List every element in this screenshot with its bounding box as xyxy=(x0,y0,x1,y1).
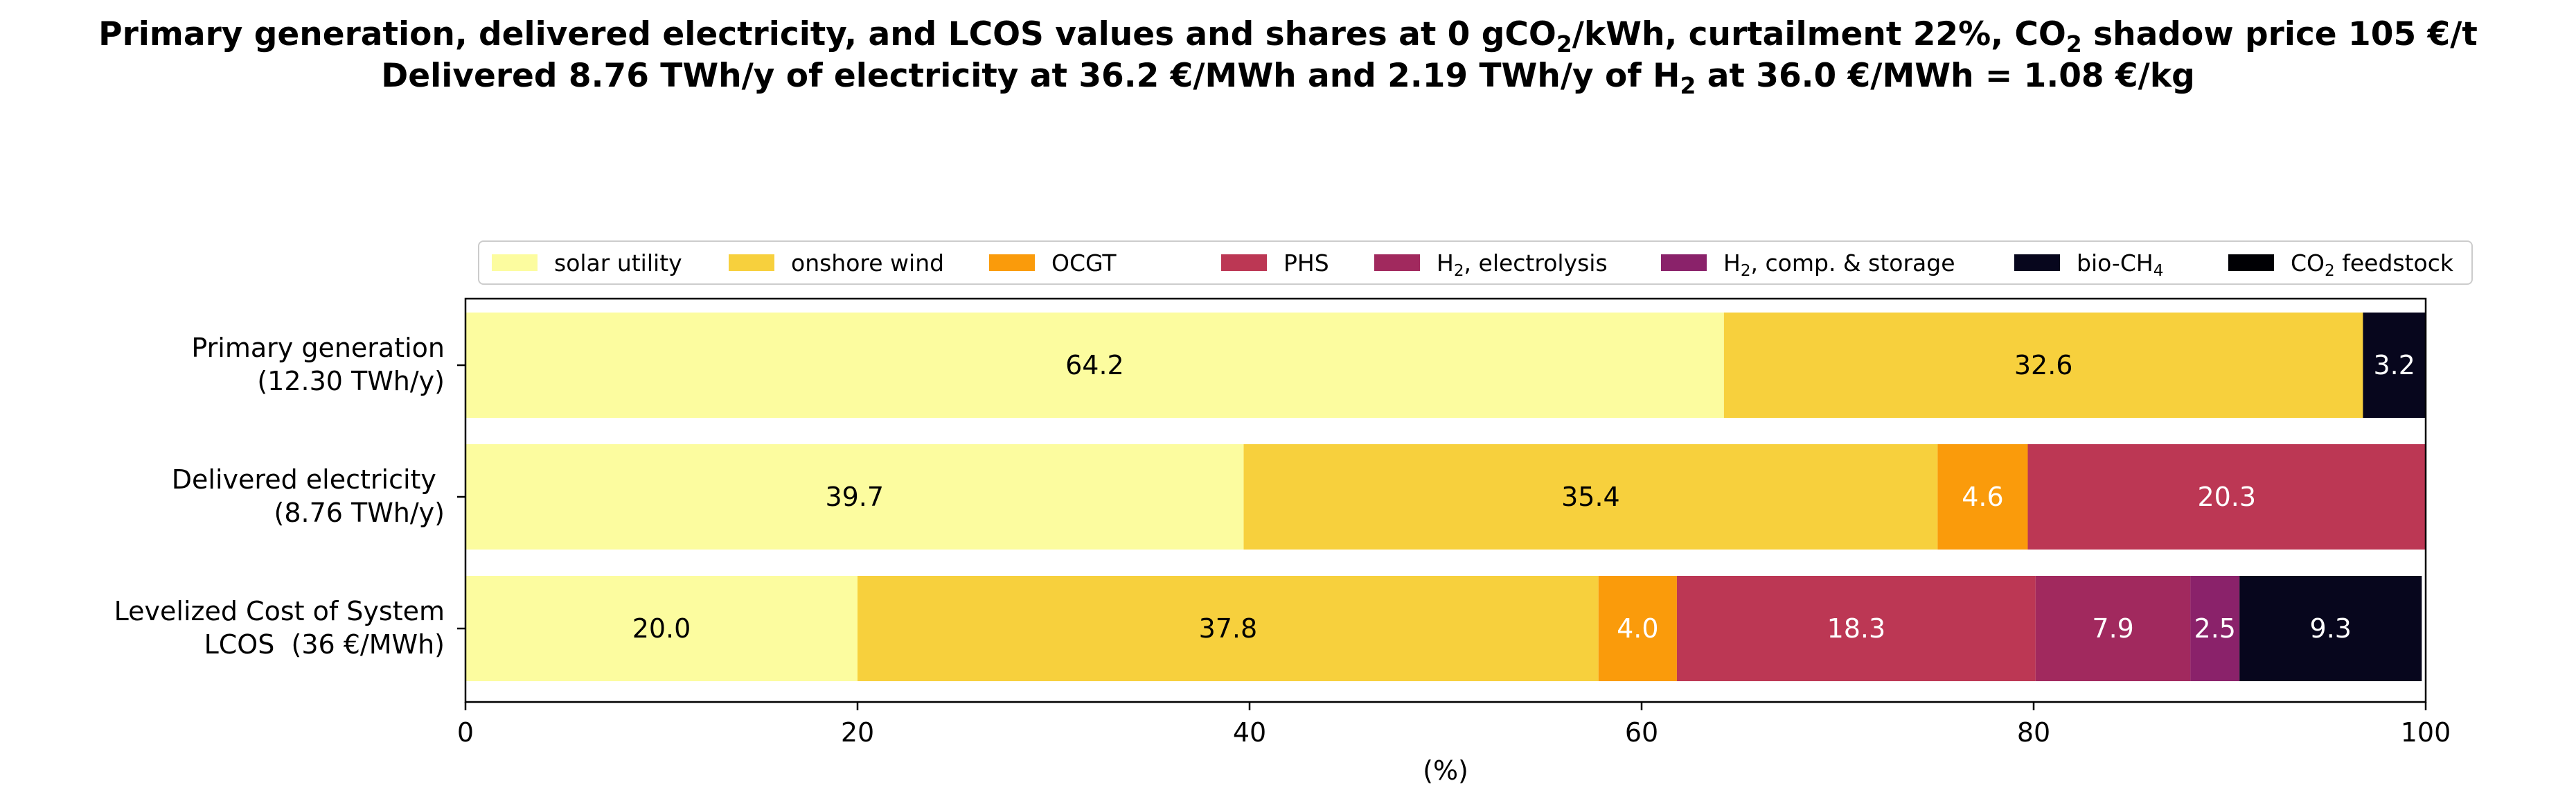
chart-title-line2: Delivered 8.76 TWh/y of electricity at 3… xyxy=(381,57,2195,99)
bar-value-label: 4.0 xyxy=(1617,613,1658,644)
x-tick-label: 60 xyxy=(1624,717,1659,748)
category-label: Delivered electricity (8.76 TWh/y) xyxy=(171,464,445,528)
bar-value-label: 4.6 xyxy=(1962,482,2003,512)
legend-entry: CO2 feedstock xyxy=(2228,242,2453,283)
legend-label: bio-CH4 xyxy=(2077,249,2164,280)
bar-segment xyxy=(2190,576,2240,681)
x-tick-label: 20 xyxy=(840,717,875,748)
bar-segment xyxy=(1937,444,2028,550)
plot-frame xyxy=(464,297,2427,703)
legend-swatch xyxy=(1374,254,1420,271)
bar-value-label: 20.0 xyxy=(632,613,691,644)
bar-segment xyxy=(465,313,1724,418)
legend-swatch xyxy=(2014,254,2060,271)
bar-segment xyxy=(2027,444,2426,550)
legend-label: H2, comp. & storage xyxy=(1723,249,1955,280)
legend-swatch xyxy=(492,254,538,271)
legend-entry: onshore wind xyxy=(729,242,944,283)
bar-value-label: 3.2 xyxy=(2374,350,2415,380)
legend-swatch xyxy=(989,254,1035,271)
legend-label: onshore wind xyxy=(791,249,945,276)
bar-value-label: 2.5 xyxy=(2194,613,2236,644)
bar-value-label: 39.7 xyxy=(825,482,884,512)
legend-label: H2, electrolysis xyxy=(1437,249,1608,280)
bar-segment xyxy=(1723,313,2363,418)
legend-entry: solar utility xyxy=(492,242,682,283)
legend-entry: bio-CH4 xyxy=(2014,242,2163,283)
x-tick-label: 0 xyxy=(456,717,474,748)
bar-value-label: 9.3 xyxy=(2310,613,2352,644)
bar-segment xyxy=(2239,576,2422,681)
bar-segment xyxy=(858,576,1599,681)
x-tick-label: 100 xyxy=(2400,717,2451,748)
category-label: Levelized Cost of System LCOS (36 €/MWh) xyxy=(114,596,445,660)
bar-value-label: 37.8 xyxy=(1199,613,1258,644)
legend-swatch xyxy=(1221,254,1267,271)
bar-segment xyxy=(465,444,1244,550)
legend-label: CO2 feedstock xyxy=(2291,249,2453,280)
legend-label: solar utility xyxy=(554,249,682,276)
chart-legend: solar utility onshore wind OCGT PHS H2, elec… xyxy=(478,240,2473,285)
bar-segment xyxy=(1598,576,1677,681)
legend-entry: H2, comp. & storage xyxy=(1661,242,1955,283)
x-tick-label: 40 xyxy=(1232,717,1267,748)
x-axis-label: (%) xyxy=(1423,755,1468,786)
category-label: Primary generation (12.30 TWh/y) xyxy=(191,333,445,396)
bar-value-label: 7.9 xyxy=(2092,613,2133,644)
bar-segment xyxy=(1243,444,1938,550)
bar-value-label: 32.6 xyxy=(2014,350,2073,380)
legend-swatch xyxy=(1661,254,1707,271)
x-tick-label: 80 xyxy=(2016,717,2051,748)
legend-swatch xyxy=(729,254,774,271)
bar-value-label: 18.3 xyxy=(1827,613,1886,644)
legend-label: OCGT xyxy=(1051,249,1117,276)
legend-entry: OCGT xyxy=(989,242,1117,283)
bar-value-label: 20.3 xyxy=(2197,482,2256,512)
bar-value-label: 35.4 xyxy=(1561,482,1620,512)
legend-swatch xyxy=(2228,254,2274,271)
bar-segment xyxy=(2363,313,2426,418)
bar-segment xyxy=(2035,576,2191,681)
legend-entry: H2, electrolysis xyxy=(1374,242,1608,283)
legend-entry: PHS xyxy=(1221,242,1329,283)
chart-title-line1: Primary generation, delivered electricit… xyxy=(98,15,2478,58)
bar-segment xyxy=(465,576,858,681)
bar-segment xyxy=(1676,576,2036,681)
bar-value-label: 64.2 xyxy=(1065,350,1124,380)
legend-label: PHS xyxy=(1283,249,1329,276)
